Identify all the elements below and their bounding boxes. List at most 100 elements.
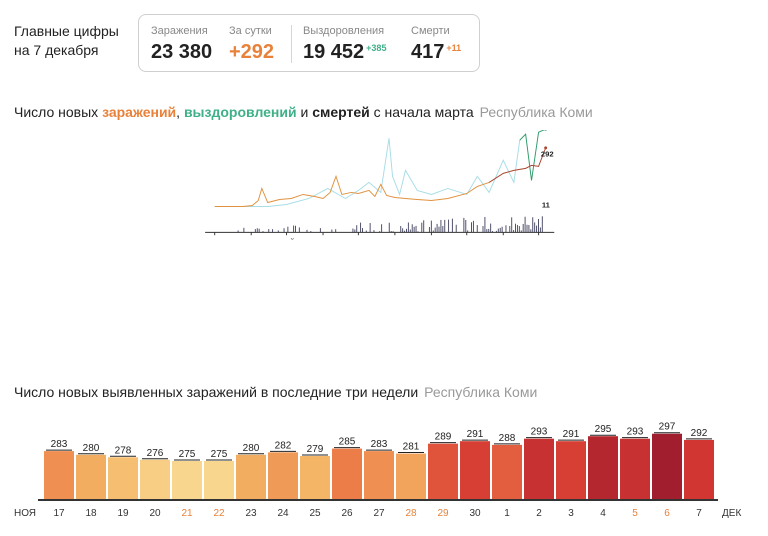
deaths-bar xyxy=(430,220,432,233)
deaths-bar xyxy=(455,224,457,233)
recent-tick-label: 25 xyxy=(309,508,321,519)
trend-title-recoveries: выздоровлений xyxy=(183,104,297,120)
deaths-bar xyxy=(451,218,453,233)
stat-deaths-delta: +11 xyxy=(446,43,462,53)
deaths-bar xyxy=(331,229,333,233)
trend-tick-label: МАЙ xyxy=(278,238,295,240)
recent-bar xyxy=(396,453,426,500)
deaths-bar xyxy=(421,222,423,233)
deaths-bar xyxy=(319,228,321,233)
recent-bar-value: 279 xyxy=(307,444,324,455)
deaths-bar xyxy=(402,228,404,233)
trend-tick-label: СЕН xyxy=(423,238,439,240)
deaths-bar xyxy=(277,230,279,233)
deaths-bar xyxy=(530,229,532,233)
deaths-bar xyxy=(407,222,409,233)
deaths-bar xyxy=(373,230,375,233)
deaths-bar xyxy=(482,226,484,233)
recent-tick-label: 17 xyxy=(53,508,65,519)
recent-tick-label: 5 xyxy=(632,508,638,519)
stat-deaths-value: 417 xyxy=(411,41,445,63)
recent-bar-value: 282 xyxy=(275,440,292,451)
deaths-bar xyxy=(492,231,494,233)
deaths-last-label: 11 xyxy=(542,200,551,209)
headline: Главные цифры на 7 декабря xyxy=(14,22,119,60)
stat-recoveries-value: 19 452 xyxy=(303,41,365,63)
recent-bar xyxy=(332,448,362,500)
deaths-bar xyxy=(436,223,438,233)
infections-line-recent xyxy=(488,147,547,183)
trend-chart-title: Число новых заражений, выздоровлений и с… xyxy=(14,104,593,120)
recent-bar-value: 276 xyxy=(147,448,164,459)
deaths-bar xyxy=(272,229,274,233)
deaths-bar xyxy=(293,225,295,233)
deaths-bar xyxy=(476,225,478,233)
recent-bar xyxy=(460,441,490,500)
recent-region: Республика Коми xyxy=(424,384,538,400)
recent-axis-start: НОЯ xyxy=(14,508,36,519)
deaths-bar xyxy=(298,227,300,233)
headline-line1: Главные цифры xyxy=(14,23,119,39)
recent-bar xyxy=(140,459,170,500)
stat-infections: Заражения 23 380 xyxy=(151,25,212,64)
recent-tick-label: 6 xyxy=(664,508,670,519)
stat-deaths-value-row: 417 +11 xyxy=(411,41,461,64)
recent-tick-label: 27 xyxy=(373,508,385,519)
deaths-bar xyxy=(490,223,492,233)
recent-chart-title: Число новых выявленных заражений в после… xyxy=(14,384,537,400)
deaths-bar xyxy=(532,217,534,233)
deaths-bar xyxy=(256,228,258,233)
deaths-bar xyxy=(417,231,419,233)
deaths-bar xyxy=(505,225,507,233)
deaths-bar xyxy=(388,222,390,233)
infections-line xyxy=(214,174,490,207)
recent-tick-label: 18 xyxy=(85,508,97,519)
recent-bar xyxy=(620,438,650,500)
deaths-bar xyxy=(306,229,308,233)
deaths-bar xyxy=(352,228,354,233)
recent-bar-value: 289 xyxy=(435,432,452,443)
deaths-bar xyxy=(415,225,417,233)
recent-tick-label: 30 xyxy=(469,508,481,519)
recent-tick-label: 20 xyxy=(149,508,161,519)
deaths-bar xyxy=(362,228,363,233)
stat-recoveries: Выздоровления 19 452 +385 xyxy=(303,25,386,64)
deaths-bar xyxy=(536,225,538,233)
recent-tick-label: 28 xyxy=(405,508,417,519)
trend-tick-label: ИЮЛ xyxy=(349,238,367,240)
deaths-bar xyxy=(526,224,528,233)
recent-bar xyxy=(108,457,138,500)
deaths-bar xyxy=(524,216,526,233)
recent-bar xyxy=(364,451,394,500)
deaths-bar xyxy=(432,230,434,233)
deaths-bar xyxy=(467,230,469,233)
deaths-bar xyxy=(335,229,337,233)
recent-bar-value: 292 xyxy=(691,428,708,439)
trend-title-and: и xyxy=(296,104,313,120)
recent-bar xyxy=(652,433,682,500)
trend-tick-label: ИЮН xyxy=(314,238,333,240)
deaths-bar xyxy=(423,220,425,233)
recent-tick-label: 24 xyxy=(277,508,289,519)
recent-bar xyxy=(204,461,234,500)
recent-bar xyxy=(268,452,298,500)
recent-title-text: Число новых выявленных заражений в после… xyxy=(14,384,419,400)
recent-bar-value: 293 xyxy=(627,427,644,438)
stat-deaths: Смерти 417 +11 xyxy=(411,25,461,64)
deaths-bar xyxy=(515,223,516,233)
recent-bar xyxy=(172,461,202,500)
recent-axis-end: ДЕК xyxy=(722,508,741,519)
trend-x-axis: МАР АПР МАЙ ИЮН ИЮЛ АВГ СЕН ОКТ НОЯ ДЕК xyxy=(205,231,555,240)
recent-tick-label: 1 xyxy=(504,508,510,519)
deaths-bar xyxy=(411,224,413,233)
deaths-bar xyxy=(522,223,524,233)
recent-bar xyxy=(524,438,554,500)
deaths-bar xyxy=(392,231,394,233)
recent-bar-value: 297 xyxy=(659,422,676,433)
recent-bar-value: 283 xyxy=(51,439,68,450)
deaths-bar xyxy=(528,224,530,233)
deaths-bar xyxy=(538,219,539,233)
deaths-bar xyxy=(404,230,406,233)
deaths-bar xyxy=(390,230,392,233)
deaths-bar xyxy=(406,228,407,233)
